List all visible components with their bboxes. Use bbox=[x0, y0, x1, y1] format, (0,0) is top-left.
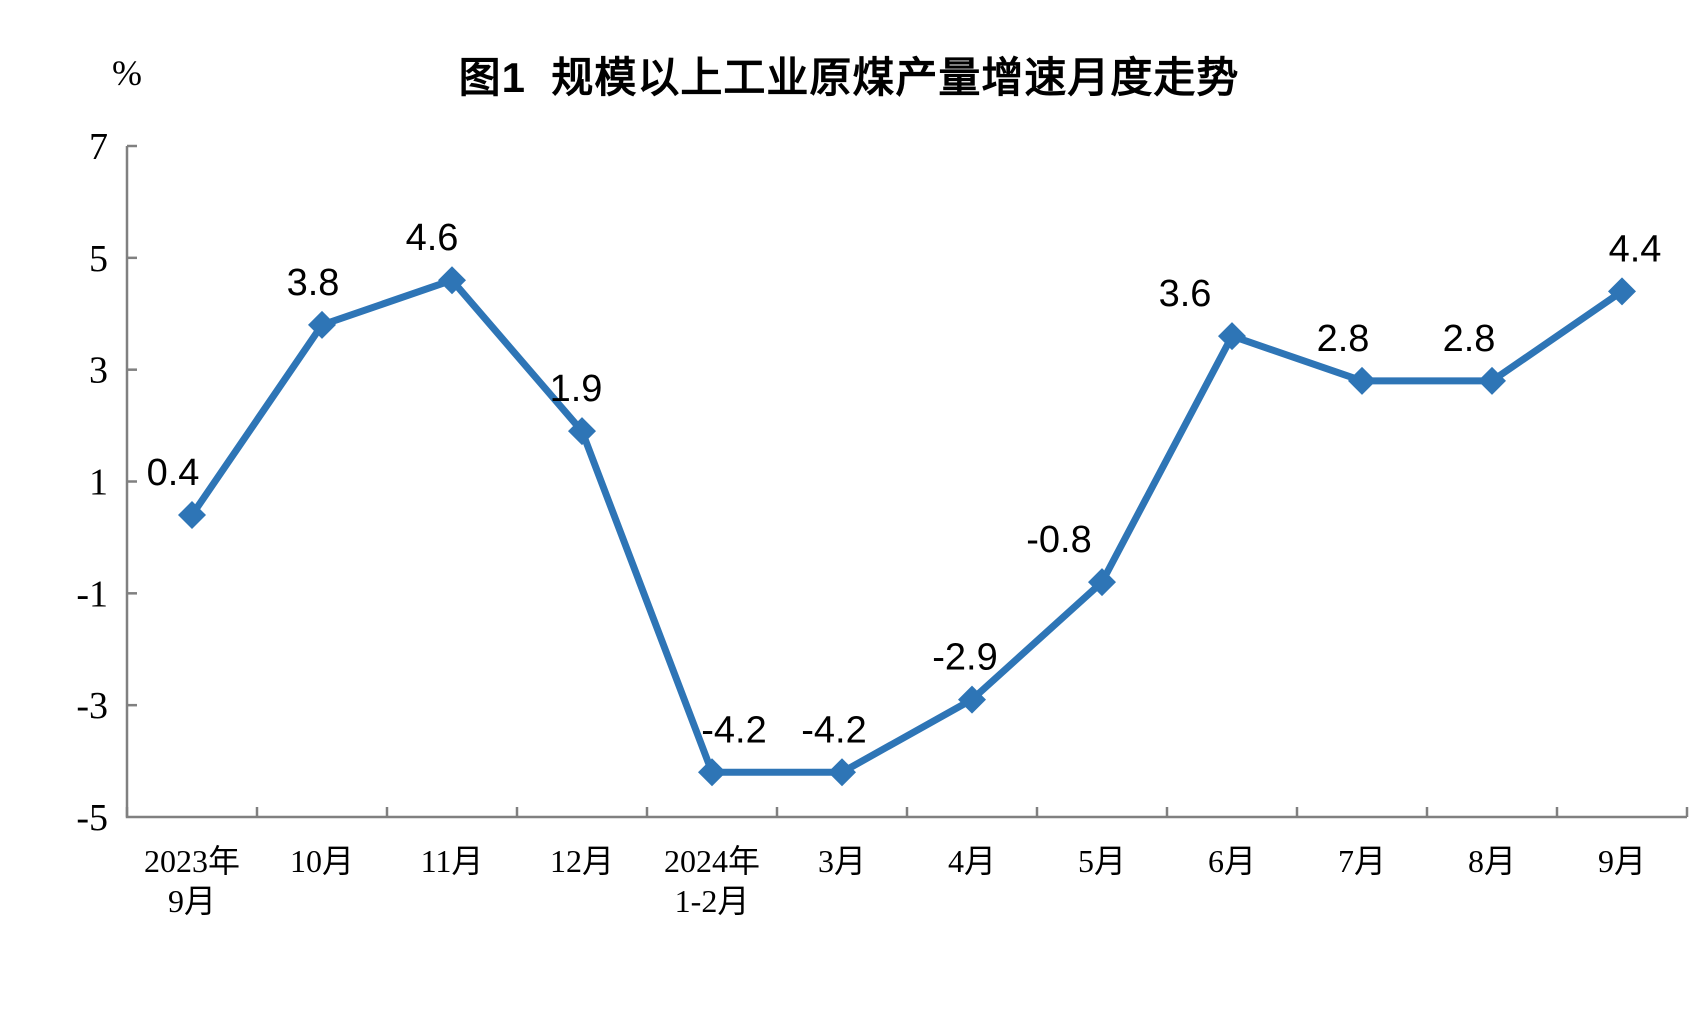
axis-lines bbox=[125, 146, 1687, 819]
y-tick-label: 5 bbox=[89, 238, 108, 280]
data-point-marker bbox=[698, 758, 726, 787]
data-point-label: 2.8 bbox=[1317, 318, 1370, 360]
x-category-label: 7月 bbox=[1338, 843, 1386, 879]
x-category-label: 2023年 9月 bbox=[144, 843, 240, 919]
y-axis-unit-label: % bbox=[112, 53, 142, 93]
data-point-label: -2.9 bbox=[932, 637, 997, 679]
x-category-label: 8月 bbox=[1468, 843, 1516, 879]
x-category-label: 4月 bbox=[948, 843, 996, 879]
data-point-label: 4.4 bbox=[1609, 228, 1662, 270]
y-tick-label: -3 bbox=[76, 685, 108, 727]
x-category-label: 11月 bbox=[421, 843, 484, 879]
y-tick-label: -1 bbox=[76, 573, 108, 615]
x-category-label: 10月 bbox=[290, 843, 354, 879]
series-line bbox=[188, 276, 1626, 776]
data-point-marker bbox=[1608, 277, 1636, 306]
data-point-label: -0.8 bbox=[1026, 519, 1091, 561]
y-tick-label: 3 bbox=[89, 350, 108, 392]
y-tick-label: 1 bbox=[89, 462, 108, 504]
x-category-label: 9月 bbox=[1598, 843, 1646, 879]
x-category-label: 6月 bbox=[1208, 843, 1256, 879]
data-point-marker bbox=[308, 310, 336, 339]
data-point-marker bbox=[828, 758, 856, 787]
data-point-marker bbox=[178, 501, 206, 530]
data-point-label: 3.6 bbox=[1159, 273, 1212, 315]
data-point-label: -4.2 bbox=[701, 709, 766, 751]
data-point-marker bbox=[1088, 568, 1116, 597]
data-point-label: -4.2 bbox=[801, 709, 866, 751]
chart-title: 图1 规模以上工业原煤产量增速月度走势 bbox=[458, 54, 1240, 101]
y-tick-label: -5 bbox=[76, 797, 108, 839]
data-point-label: 1.9 bbox=[550, 368, 603, 410]
x-category-label: 5月 bbox=[1078, 843, 1126, 879]
data-point-marker bbox=[958, 685, 986, 714]
data-point-marker bbox=[1348, 366, 1376, 395]
data-point-label: 3.8 bbox=[287, 262, 340, 304]
data-point-label: 2.8 bbox=[1443, 318, 1496, 360]
x-category-label: 3月 bbox=[818, 843, 866, 879]
x-category-label: 2024年 1-2月 bbox=[664, 843, 760, 919]
data-point-marker bbox=[438, 266, 466, 295]
x-category-label: 12月 bbox=[550, 843, 614, 879]
data-point-marker bbox=[1218, 322, 1246, 351]
data-point-label: 0.4 bbox=[147, 452, 200, 494]
data-point-label: 4.6 bbox=[406, 217, 459, 259]
data-point-marker bbox=[568, 417, 596, 446]
data-point-marker bbox=[1478, 366, 1506, 395]
y-tick-label: 7 bbox=[89, 126, 108, 168]
